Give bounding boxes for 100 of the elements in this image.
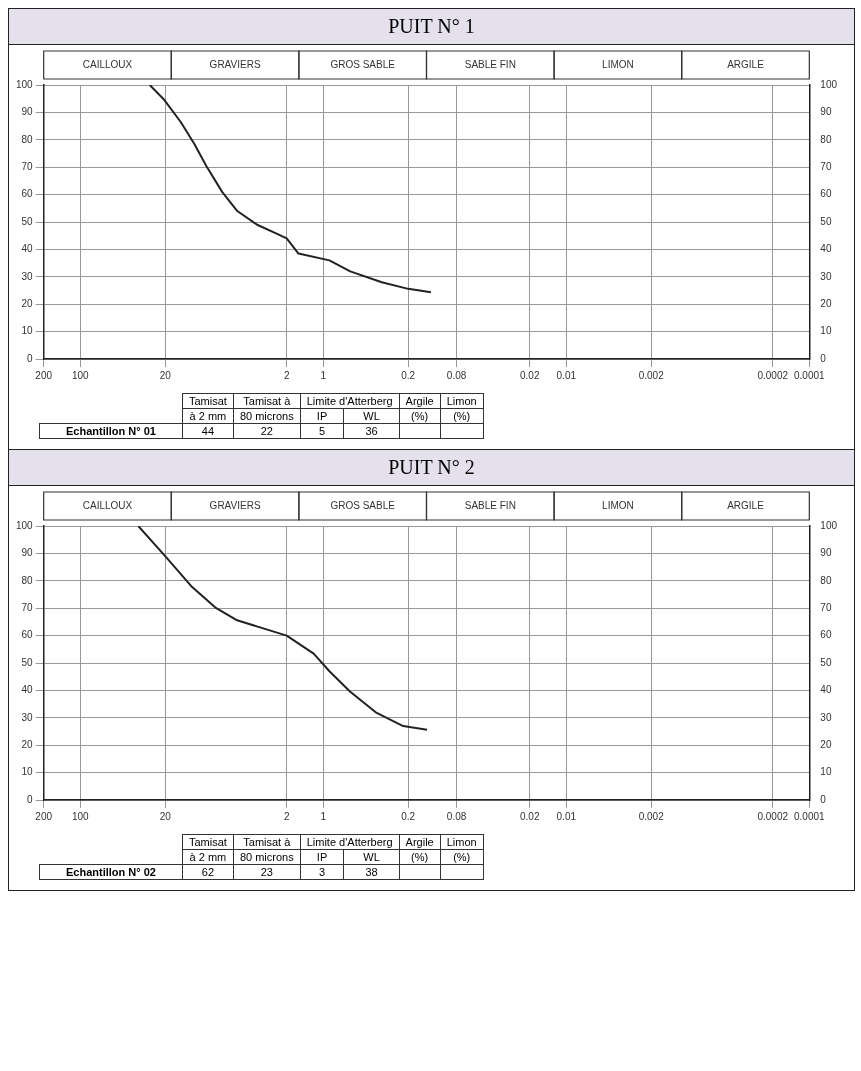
x-tick-label: 20	[159, 369, 172, 381]
text: GROS SABLE	[330, 58, 396, 70]
text: ARGILE	[727, 499, 765, 511]
text: SABLE FIN	[464, 499, 516, 511]
y2-tick-label: 20	[820, 738, 832, 750]
y-tick-label: 60	[21, 188, 34, 200]
text: 62	[182, 864, 234, 880]
text: Limite d'Atterberg	[300, 393, 400, 409]
x-tick-label: 100	[71, 369, 90, 381]
text: Tamisat à	[233, 393, 301, 409]
y2-tick-label: 80	[820, 133, 832, 145]
text: Limon	[440, 834, 484, 850]
text: Limite d'Atterberg	[300, 834, 400, 850]
y2-tick-label: 10	[820, 325, 832, 337]
text: 80 microns	[233, 408, 301, 424]
x-tick-label: 2	[283, 369, 290, 381]
text: 38	[343, 864, 400, 880]
y-tick-label: 100	[16, 519, 34, 531]
y2-tick-label: 50	[820, 656, 832, 668]
text: Limon	[440, 393, 484, 409]
y-tick-label: 10	[21, 766, 34, 778]
text: 44	[182, 423, 234, 439]
text: LIMON	[602, 499, 634, 511]
y2-tick-label: 90	[820, 547, 832, 559]
text: 3	[300, 864, 344, 880]
y-tick-label: 0	[27, 352, 34, 364]
x-tick-label: 0.01	[556, 369, 577, 381]
y2-tick-label: 0	[820, 352, 827, 364]
text: GRAVIERS	[209, 499, 261, 511]
y2-tick-label: 90	[820, 106, 832, 118]
y-tick-label: 50	[21, 215, 34, 227]
text: WL	[343, 849, 400, 865]
y2-tick-label: 70	[820, 601, 832, 613]
x-tick-label: 0.08	[446, 369, 467, 381]
text: à 2 mm	[182, 408, 234, 424]
y2-tick-label: 30	[820, 711, 832, 723]
text: 80 microns	[233, 849, 301, 865]
y2-tick-label: 50	[820, 215, 832, 227]
x-tick-label: 2	[283, 810, 290, 822]
chart-title: PUIT N° 1	[9, 9, 854, 45]
x-tick-label: 0.2	[401, 369, 416, 381]
x-tick-label: 0.0002	[757, 369, 789, 381]
text: LIMON	[602, 58, 634, 70]
text: Tamisat à	[233, 834, 301, 850]
y-tick-label: 80	[21, 133, 34, 145]
text: SABLE FIN	[464, 58, 516, 70]
text: IP	[300, 408, 344, 424]
text: CAILLOUX	[82, 499, 133, 511]
y-tick-label: 90	[21, 106, 34, 118]
y2-tick-label: 80	[820, 574, 832, 586]
y-tick-label: 70	[21, 601, 34, 613]
text: CAILLOUX	[82, 58, 133, 70]
y-tick-label: 60	[21, 629, 34, 641]
y2-tick-label: 40	[820, 684, 832, 696]
y-tick-label: 40	[21, 243, 34, 255]
x-tick-label: 200	[35, 369, 53, 381]
text: (%)	[399, 849, 441, 865]
y-tick-label: 30	[21, 711, 34, 723]
text: ARGILE	[727, 58, 765, 70]
x-tick-label: 0.0001	[794, 369, 826, 381]
y-tick-label: 10	[21, 325, 34, 337]
y-tick-label: 80	[21, 574, 34, 586]
text: (%)	[440, 408, 484, 424]
text: GRAVIERS	[209, 58, 261, 70]
y-tick-label: 90	[21, 547, 34, 559]
y-tick-label: 100	[16, 78, 34, 90]
y-tick-label: 40	[21, 684, 34, 696]
x-tick-label: 0.0001	[794, 810, 826, 822]
x-tick-label: 0.0002	[757, 810, 789, 822]
y2-tick-label: 10	[820, 766, 832, 778]
x-tick-label: 1	[320, 369, 327, 381]
x-tick-label: 20	[159, 810, 172, 822]
x-tick-label: 100	[71, 810, 90, 822]
x-tick-label: 0.01	[556, 810, 577, 822]
y2-tick-label: 100	[820, 519, 838, 531]
y2-tick-label: 30	[820, 270, 832, 282]
y2-tick-label: 20	[820, 297, 832, 309]
text: (%)	[440, 849, 484, 865]
text: Echantillon N° 02	[39, 864, 183, 880]
y2-tick-label: 70	[820, 160, 832, 172]
y2-tick-label: 0	[820, 793, 827, 805]
text: Argile	[399, 393, 441, 409]
text: Tamisat	[182, 834, 234, 850]
y2-tick-label: 40	[820, 243, 832, 255]
x-tick-label: 200	[35, 810, 53, 822]
text: 23	[233, 864, 301, 880]
text: GROS SABLE	[330, 499, 396, 511]
y-tick-label: 20	[21, 297, 34, 309]
x-tick-label: 0.02	[519, 810, 540, 822]
text: WL	[343, 408, 400, 424]
y-tick-label: 30	[21, 270, 34, 282]
y-tick-label: 0	[27, 793, 34, 805]
x-tick-label: 0.2	[401, 810, 416, 822]
text: à 2 mm	[182, 849, 234, 865]
x-tick-label: 0.08	[446, 810, 467, 822]
text: 22	[233, 423, 301, 439]
y-tick-label: 70	[21, 160, 34, 172]
text: Echantillon N° 01	[39, 423, 183, 439]
y-tick-label: 50	[21, 656, 34, 668]
text: (%)	[399, 408, 441, 424]
